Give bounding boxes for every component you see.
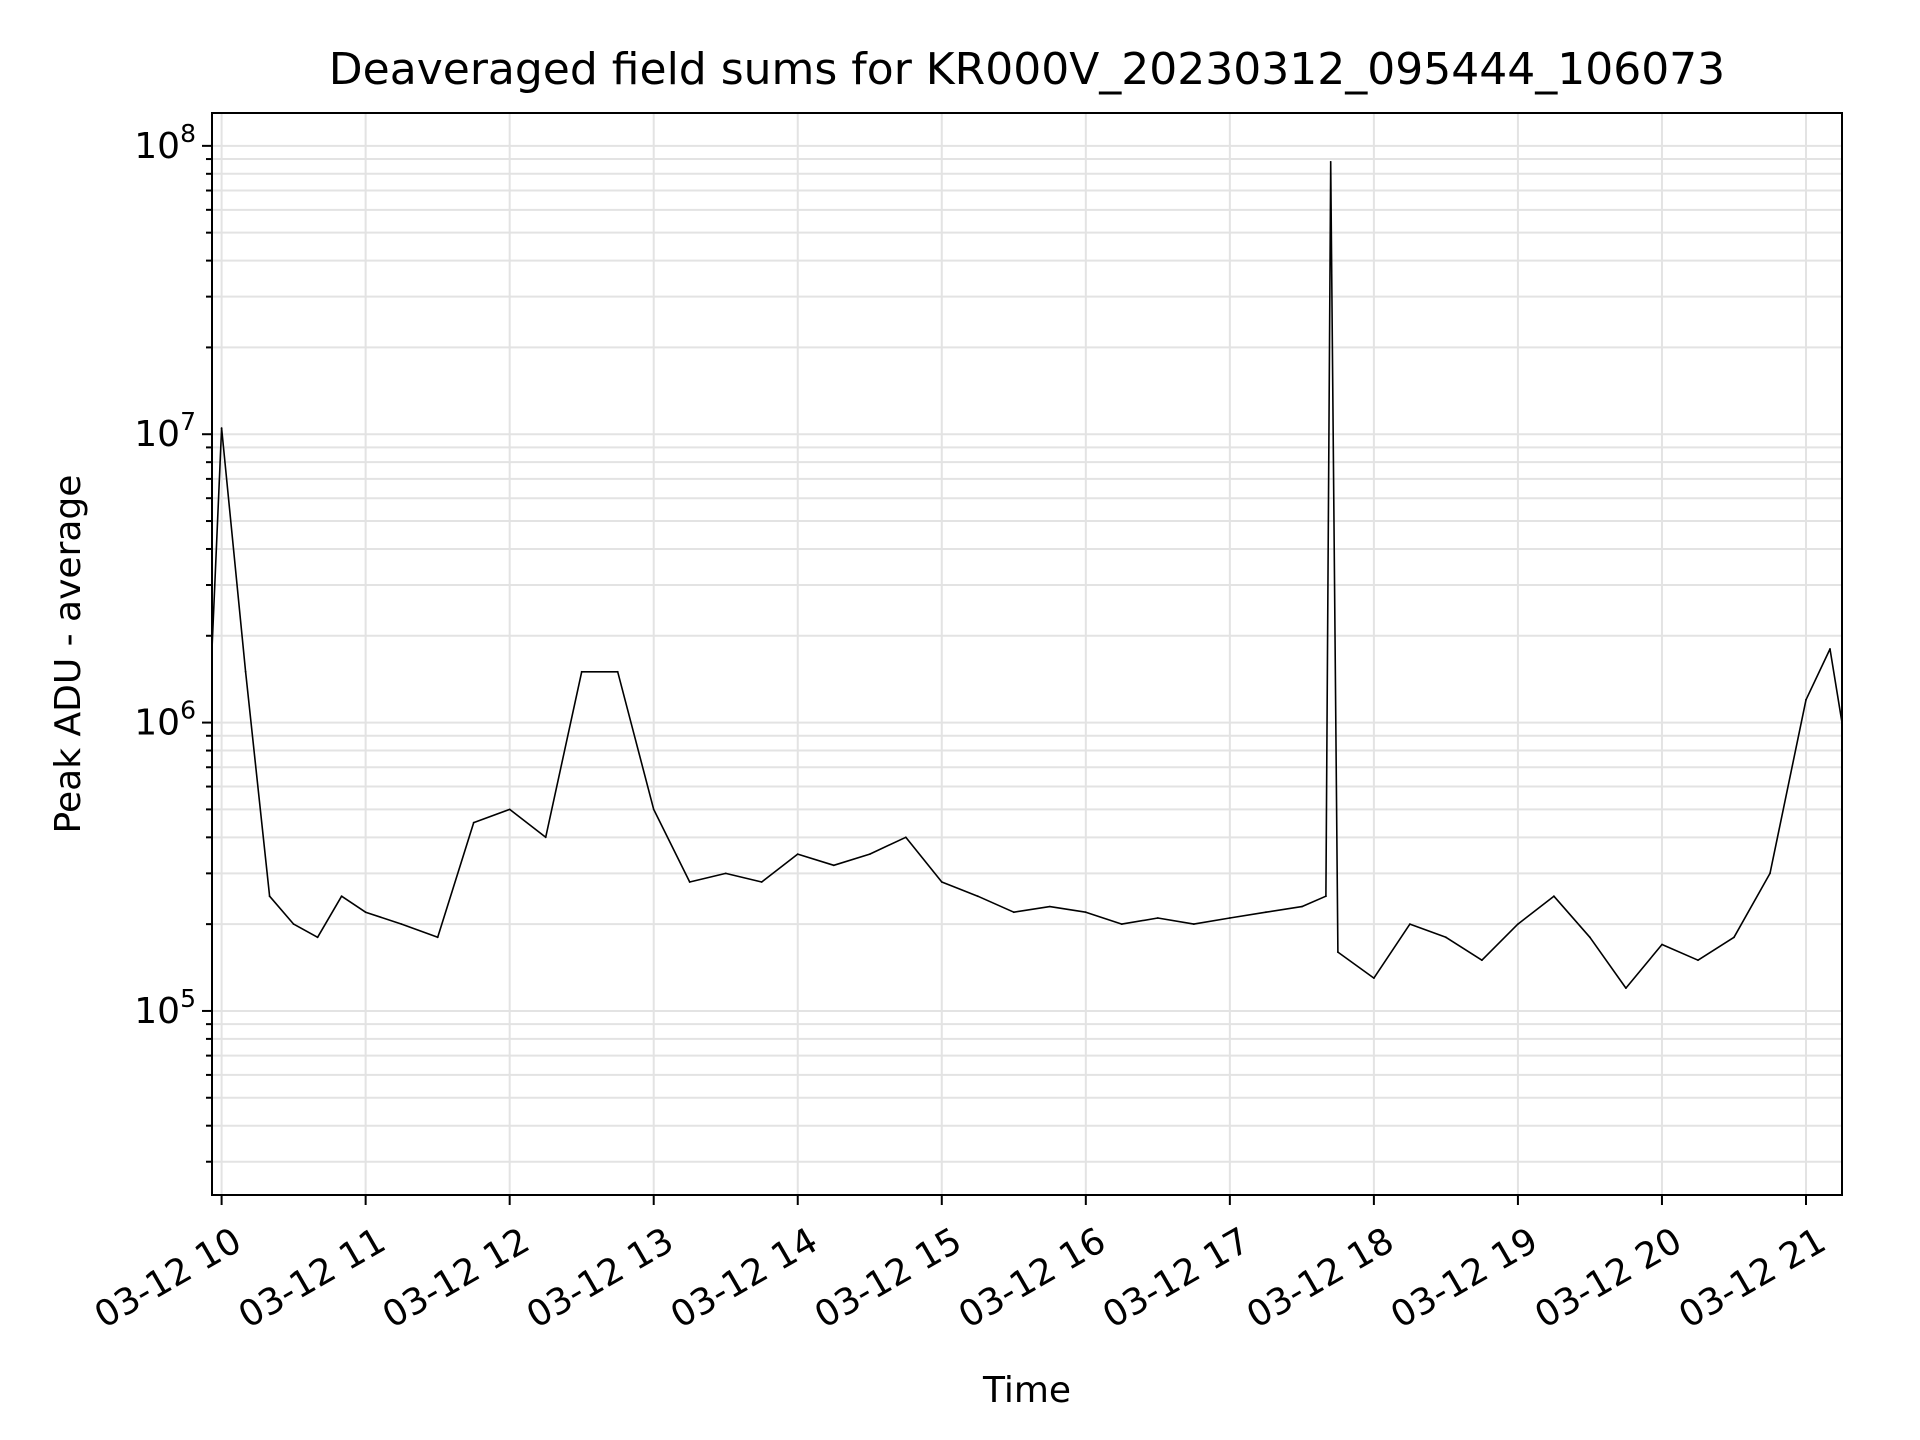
x-tick-label: 03-12 13 [520, 1220, 681, 1336]
data-point [544, 836, 547, 839]
data-point [1301, 905, 1303, 908]
data-point [868, 853, 871, 855]
data-point [220, 427, 223, 429]
data-point [1329, 161, 1332, 163]
data-point [1337, 951, 1339, 953]
y-axis-label: Peak ADU - average [48, 475, 89, 834]
plot-frame [211, 112, 1843, 1196]
y-tick-exponent: 5 [180, 984, 196, 1013]
x-tick-label: 03-12 15 [808, 1220, 969, 1336]
x-tick-label: 03-12 10 [88, 1220, 249, 1336]
data-point [616, 670, 619, 673]
data-point [1228, 917, 1231, 919]
data-point [1829, 648, 1831, 650]
y-tick-base: 10 [134, 126, 180, 167]
data-point [1325, 895, 1327, 898]
data-point [268, 895, 271, 898]
data-point [1265, 911, 1267, 914]
data-point [1156, 917, 1159, 919]
data-point [1697, 959, 1699, 962]
y-tick-base: 10 [134, 414, 180, 455]
data-point [436, 936, 439, 939]
y-tick-label: 108 [134, 119, 196, 167]
data-point [1769, 872, 1771, 875]
data-point [1192, 923, 1195, 925]
data-point [1120, 923, 1123, 925]
data-point [292, 923, 295, 925]
data-point [508, 808, 511, 811]
data-point [1733, 936, 1735, 939]
y-tick-exponent: 6 [180, 696, 196, 725]
y-tick-exponent: 7 [180, 407, 196, 436]
data-point [1084, 911, 1087, 914]
x-tick-label: 03-12 18 [1240, 1220, 1401, 1336]
data-point [364, 911, 367, 914]
x-tick-label: 03-12 14 [664, 1220, 825, 1336]
data-point [1445, 936, 1447, 939]
data-point [652, 808, 655, 811]
x-tick-label: 03-12 11 [232, 1220, 393, 1336]
series-group [211, 161, 1843, 989]
data-point [940, 881, 943, 883]
data-point [1048, 905, 1051, 908]
data-point [472, 821, 475, 824]
x-tick-label: 03-12 12 [376, 1220, 537, 1336]
x-tick-label: 03-12 20 [1528, 1220, 1689, 1336]
data-point [796, 853, 799, 855]
y-tick-label: 106 [134, 696, 196, 744]
data-point [1409, 923, 1411, 925]
x-tick-label: 03-12 17 [1096, 1220, 1257, 1336]
chart-title: Deaveraged field sums for KR000V_2023031… [329, 44, 1725, 95]
data-point [724, 872, 727, 875]
data-point [316, 936, 319, 939]
data-point [1481, 959, 1483, 962]
data-point [1625, 987, 1627, 989]
x-tick-label: 03-12 19 [1384, 1220, 1545, 1336]
data-point [832, 864, 835, 867]
data-point [1805, 698, 1807, 701]
data-point [1012, 911, 1015, 914]
y-tick-base: 10 [134, 991, 180, 1032]
data-point [904, 836, 907, 839]
grid-lines [212, 113, 1842, 1195]
data-point [244, 670, 247, 673]
series-line [211, 161, 1843, 989]
y-tick-base: 10 [134, 703, 180, 744]
data-point [1517, 923, 1519, 925]
x-axis-label: Time [982, 1370, 1071, 1411]
y-tick-exponent: 8 [180, 119, 196, 148]
y-tick-label: 107 [134, 407, 196, 455]
data-point [1373, 977, 1375, 979]
x-tick-label: 03-12 21 [1672, 1220, 1833, 1336]
data-point [1553, 895, 1555, 898]
y-tick-label: 105 [134, 984, 196, 1032]
x-tick-label: 03-12 16 [952, 1220, 1113, 1336]
data-point [688, 881, 691, 883]
data-point [340, 895, 343, 898]
data-point [1589, 936, 1591, 939]
data-point [760, 881, 763, 883]
data-point [400, 923, 403, 925]
data-point [580, 670, 583, 673]
data-point [976, 895, 979, 898]
data-point [1661, 943, 1663, 946]
